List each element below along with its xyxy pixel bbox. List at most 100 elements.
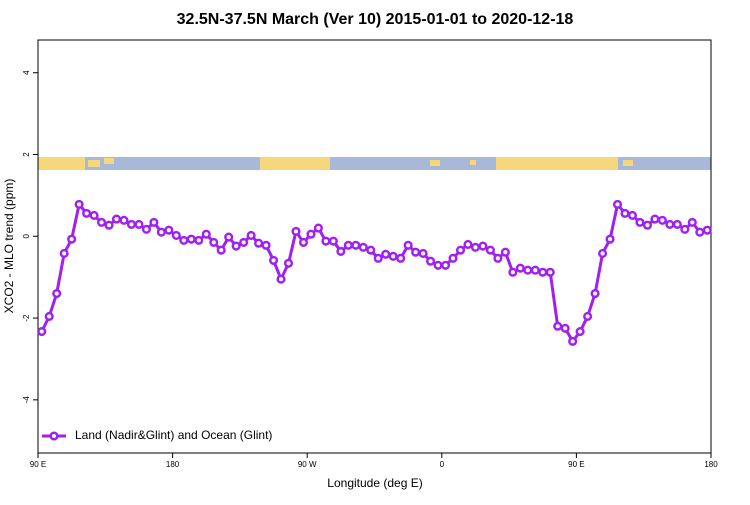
x-tick-label: 90 E — [568, 460, 584, 469]
data-point — [530, 265, 540, 275]
data-point — [239, 237, 249, 247]
data-point — [620, 208, 630, 218]
data-point — [179, 235, 189, 245]
data-point — [680, 224, 690, 234]
data-point — [37, 327, 47, 337]
data-point — [156, 227, 166, 237]
data-point — [126, 219, 137, 229]
data-point — [134, 219, 144, 229]
data-point — [52, 288, 62, 299]
y-tick-label: -2 — [22, 314, 31, 322]
data-point — [209, 237, 219, 247]
data-point — [67, 234, 77, 244]
y-tick-label: 0 — [22, 234, 31, 239]
data-point — [665, 219, 675, 229]
data-point — [269, 255, 279, 265]
data-point — [141, 224, 151, 234]
data-point — [283, 258, 294, 268]
data-point — [440, 260, 451, 270]
data-point — [89, 210, 99, 220]
data-point — [650, 214, 660, 224]
data-point — [560, 323, 570, 333]
data-point — [553, 321, 563, 331]
data-point — [104, 220, 114, 230]
data-point — [568, 336, 578, 346]
data-point — [186, 234, 196, 244]
data-point — [231, 241, 241, 251]
data-point — [164, 225, 174, 235]
legend-marker — [49, 431, 59, 441]
data-point — [672, 219, 682, 229]
land-ocean-strip — [38, 157, 711, 170]
data-point — [336, 246, 346, 256]
data-point — [411, 247, 421, 257]
data-point — [493, 253, 503, 263]
data-point — [455, 245, 466, 255]
data-point — [366, 245, 376, 255]
data-point — [470, 242, 481, 252]
data-point — [306, 229, 316, 239]
x-tick-label: 0 — [440, 460, 445, 469]
data-point — [463, 239, 473, 250]
data-point — [381, 249, 391, 259]
data-point — [396, 253, 406, 263]
data-point — [246, 230, 256, 241]
data-point — [635, 217, 645, 227]
data-point — [44, 311, 54, 321]
y-tick-label: 2 — [22, 152, 31, 157]
data-point — [171, 230, 181, 241]
x-tick-label: 90 W — [298, 460, 317, 469]
data-point — [59, 248, 69, 259]
data-point — [515, 263, 525, 273]
data-point — [695, 227, 705, 237]
data-point — [373, 253, 383, 263]
data-point — [276, 274, 286, 284]
data-point — [478, 241, 488, 251]
data-point — [575, 327, 585, 337]
y-tick-label: -4 — [22, 396, 31, 404]
data-point — [328, 236, 338, 246]
data-point — [403, 240, 413, 250]
y-axis-label: XCO2 - MLO trend (ppm) — [2, 179, 16, 314]
data-point — [627, 210, 638, 220]
data-point — [642, 220, 652, 230]
y-tick-label: 4 — [22, 70, 31, 75]
x-axis-label: Longitude (deg E) — [327, 476, 422, 490]
data-point — [343, 240, 353, 250]
legend-label: Land (Nadir&Glint) and Ocean (Glint) — [75, 428, 272, 442]
data-point — [321, 236, 331, 246]
data-point — [82, 208, 92, 218]
data-point — [485, 245, 495, 255]
data-point — [201, 229, 211, 239]
data-point — [74, 199, 84, 209]
data-point — [448, 253, 458, 263]
data-point — [388, 251, 398, 261]
data-point — [702, 225, 712, 235]
data-point — [590, 288, 600, 299]
x-tick-label: 90 E — [30, 460, 46, 469]
data-point — [254, 238, 264, 248]
data-point — [216, 245, 226, 255]
x-tick-label: 180 — [166, 460, 180, 469]
data-point — [149, 217, 159, 227]
data-point — [538, 267, 548, 277]
data-point — [545, 267, 555, 277]
data-point — [313, 223, 323, 233]
data-point — [433, 260, 443, 270]
data-point — [194, 235, 204, 245]
data-point — [657, 215, 667, 225]
data-point — [605, 234, 615, 244]
data-point — [224, 232, 234, 242]
data-point — [119, 215, 129, 225]
x-tick-label: 180 — [704, 460, 718, 469]
data-point — [358, 242, 368, 252]
data-point — [508, 267, 518, 277]
data-point — [111, 214, 122, 224]
data-point — [351, 240, 361, 250]
plot-frame — [37, 39, 712, 454]
data-point — [523, 265, 533, 275]
data-point — [687, 217, 697, 227]
data-point — [500, 247, 510, 257]
data-point — [583, 311, 593, 321]
